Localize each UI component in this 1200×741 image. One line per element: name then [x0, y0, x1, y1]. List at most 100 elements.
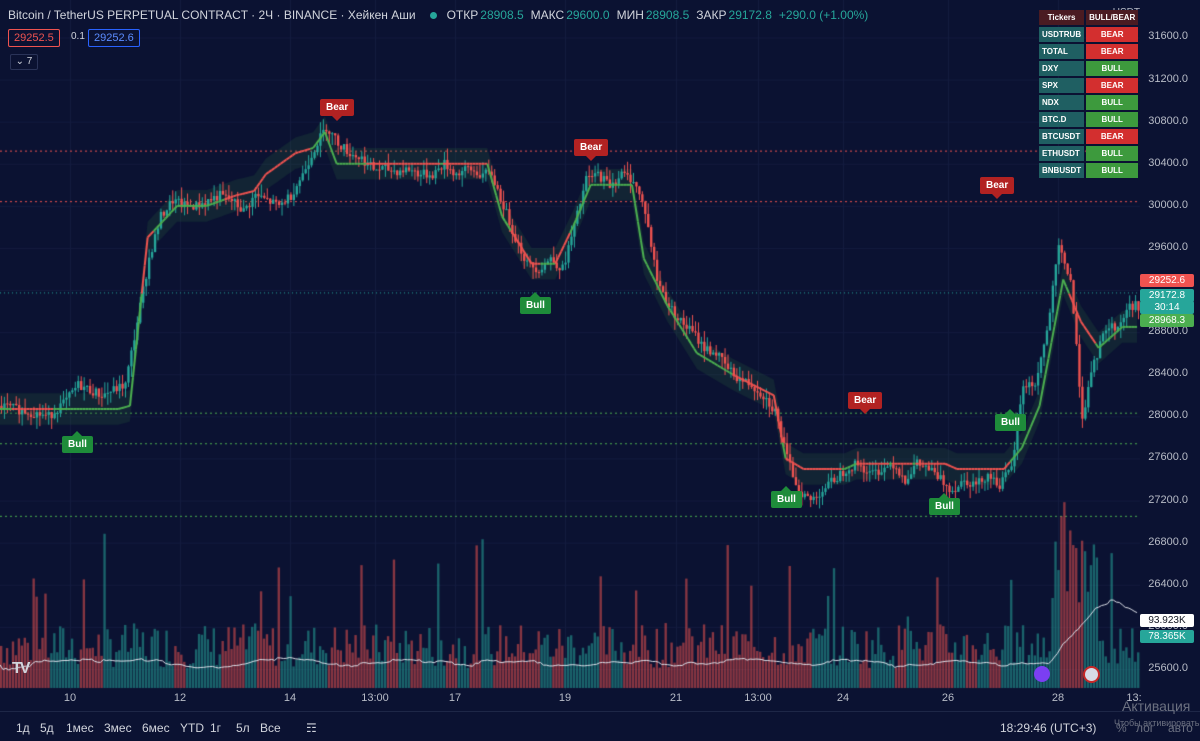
clock[interactable]: 18:29:46 (UTC+3): [1000, 721, 1097, 735]
tickers-row: DXY BULL: [1039, 61, 1139, 76]
price-tick: 27600.0: [1148, 451, 1188, 464]
tickers-row: BTCUSDT BEAR: [1039, 129, 1139, 144]
time-tick: 13:00: [744, 692, 772, 704]
price-tick: 30000.0: [1148, 198, 1188, 211]
time-tick: 26: [941, 692, 955, 704]
market-status-icon: [429, 11, 437, 19]
scale-option-button[interactable]: лог: [1136, 721, 1155, 735]
ticker-status: BULL: [1086, 61, 1139, 76]
bull-signal-label: Bull: [771, 486, 802, 508]
indicators-count: 7: [26, 56, 33, 67]
timeframe-button[interactable]: 6мес: [142, 721, 170, 735]
ticker-name: ETHUSDT: [1039, 146, 1085, 161]
price-tag: 28968.3: [1140, 314, 1194, 327]
bear-signal-label: Bear: [980, 177, 1015, 199]
timeframe-button[interactable]: Все: [260, 721, 281, 735]
sell-button[interactable]: 29252.5: [8, 29, 60, 47]
timeframe-button[interactable]: 5л: [236, 721, 250, 735]
ohlc-low-value: 28908.5: [645, 8, 690, 22]
tickers-row: BNBUSDT BULL: [1039, 163, 1139, 178]
ohlc-close-value: 29172.8: [728, 8, 772, 22]
ticker-name: SPX: [1039, 78, 1085, 93]
bear-signal-label: Bear: [574, 139, 609, 161]
price-tick: 28400.0: [1148, 367, 1188, 380]
timeframe-button[interactable]: 1г: [210, 721, 222, 735]
time-tick: 13:00: [361, 692, 389, 704]
price-tag: 29252.6: [1140, 274, 1194, 287]
tickers-row: BTC.D BULL: [1039, 112, 1139, 127]
ohlc-high-value: 29600.0: [566, 8, 610, 22]
ohlc-change-value: +290.0 (+1.00%): [778, 8, 869, 22]
ticker-status: BEAR: [1086, 78, 1139, 93]
price-tag: 93.923K: [1140, 614, 1194, 627]
time-tick: 17: [448, 692, 462, 704]
bull-signal-label: Bull: [62, 431, 93, 453]
activation-watermark: Активация: [1122, 698, 1191, 714]
bear-signal-label: Bear: [320, 99, 355, 121]
chart-header: Bitcoin / TetherUS PERPETUAL CONTRACT · …: [8, 8, 875, 22]
price-tick: 26800.0: [1148, 535, 1188, 548]
ohlc-open-label: ОТКР: [446, 8, 479, 22]
ticker-name: BTCUSDT: [1039, 129, 1085, 144]
ohlc-low-label: МИН: [616, 8, 644, 22]
ticker-name: BNBUSDT: [1039, 163, 1085, 178]
tickers-header: Tickers: [1039, 10, 1085, 25]
price-tick: 25600.0: [1148, 661, 1188, 674]
ticker-status: BULL: [1086, 146, 1139, 161]
ohlc-open-value: 28908.5: [480, 8, 524, 22]
ticker-name: USDTRUB: [1039, 27, 1085, 42]
time-tick: 24: [836, 692, 850, 704]
indicators-toggle-button[interactable]: ⌄ 7: [10, 54, 38, 70]
timeframe-button[interactable]: 3мес: [104, 721, 132, 735]
time-tick: 12: [173, 692, 187, 704]
time-tick: 21: [669, 692, 683, 704]
timeframe-button[interactable]: 5д: [40, 721, 54, 735]
ticker-status: BEAR: [1086, 27, 1139, 42]
price-tag: 78.365K: [1140, 630, 1194, 643]
price-tick: 30800.0: [1148, 114, 1188, 127]
price-tick: 31200.0: [1148, 72, 1188, 85]
bull-signal-label: Bull: [995, 409, 1026, 431]
spread-value: 0.1: [71, 31, 85, 42]
alert-lightning-icon[interactable]: [1034, 666, 1050, 682]
price-tick: 26400.0: [1148, 577, 1188, 590]
symbol-title[interactable]: Bitcoin / TetherUS PERPETUAL CONTRACT · …: [8, 8, 416, 22]
ticker-name: DXY: [1039, 61, 1085, 76]
scale-option-button[interactable]: %: [1116, 721, 1127, 735]
bottom-toolbar: 1д 5д 1мес 3мес 6мес YTD 1г 5л Все% лог авто ☶ 18:…: [0, 711, 1200, 741]
tickers-row: SPX BEAR: [1039, 78, 1139, 93]
us-flag-icon[interactable]: [1083, 666, 1100, 683]
bull-signal-label: Bull: [520, 292, 551, 314]
date-range-icon[interactable]: ☶: [306, 721, 317, 735]
timeframe-button[interactable]: YTD: [180, 721, 204, 735]
ticker-name: BTC.D: [1039, 112, 1085, 127]
price-tag: 30:14: [1140, 301, 1194, 314]
bear-signal-label: Bear: [848, 392, 883, 414]
price-tick: 28800.0: [1148, 325, 1188, 338]
time-tick: 13:: [1126, 692, 1142, 704]
time-tick: 28: [1051, 692, 1065, 704]
bull-bear-header: BULL/BEAR: [1086, 10, 1139, 25]
price-tick: 30400.0: [1148, 156, 1188, 169]
price-tick: 29600.0: [1148, 240, 1188, 253]
price-tick: 31600.0: [1148, 30, 1188, 43]
ticker-status: BULL: [1086, 163, 1139, 178]
tickers-row: USDTRUB BEAR: [1039, 27, 1139, 42]
ticker-status: BEAR: [1086, 129, 1139, 144]
scale-option-button[interactable]: авто: [1168, 721, 1193, 735]
timeframe-button[interactable]: 1мес: [66, 721, 94, 735]
activation-watermark-sub: Чтобы активировать: [1114, 718, 1200, 728]
tradingview-logo[interactable]: TV: [12, 660, 31, 677]
ticker-status: BULL: [1086, 95, 1139, 110]
tickers-row: ETHUSDT BULL: [1039, 146, 1139, 161]
ticker-status: BULL: [1086, 112, 1139, 127]
ticker-status: BEAR: [1086, 44, 1139, 59]
timeframe-button[interactable]: 1д: [16, 721, 30, 735]
tickers-row: NDX BULL: [1039, 95, 1139, 110]
buy-button[interactable]: 29252.6: [88, 29, 140, 47]
price-tick: 28000.0: [1148, 409, 1188, 422]
tickers-row: TOTAL BEAR: [1039, 44, 1139, 59]
time-tick: 10: [63, 692, 77, 704]
price-tick: 27200.0: [1148, 493, 1188, 506]
